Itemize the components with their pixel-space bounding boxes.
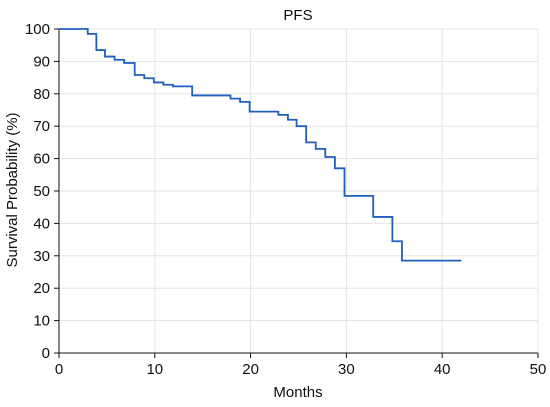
x-tick-label: 30 [338, 361, 355, 378]
x-axis-label: Months [273, 384, 322, 401]
y-axis-label: Survival Probability (%) [4, 112, 21, 267]
survival-step-line [59, 28, 462, 262]
x-tick-label: 0 [55, 361, 63, 378]
y-tick-label: 70 [33, 118, 50, 135]
y-tick-label: 80 [33, 86, 50, 103]
y-tick-label: 50 [33, 183, 50, 200]
y-tick-label: 90 [33, 53, 50, 70]
y-tick-label: 20 [33, 280, 50, 297]
y-tick-label: 100 [25, 21, 50, 38]
series-layer [59, 28, 462, 262]
axes-layer: 0 10 20 30 40 50 0 10 20 30 40 50 60 70 80 90 100 [25, 21, 546, 378]
y-tick-label: 30 [33, 248, 50, 265]
x-tick-label: 50 [530, 361, 547, 378]
chart-title: PFS [283, 7, 312, 24]
y-tick-label: 60 [33, 151, 50, 168]
x-tick-label: 10 [146, 361, 163, 378]
grid-layer [58, 28, 539, 354]
x-tick-label: 20 [242, 361, 259, 378]
y-tick-label: 40 [33, 215, 50, 232]
x-tick-label: 40 [434, 361, 451, 378]
y-tick-label: 0 [42, 345, 50, 362]
y-tick-label: 10 [33, 313, 50, 330]
